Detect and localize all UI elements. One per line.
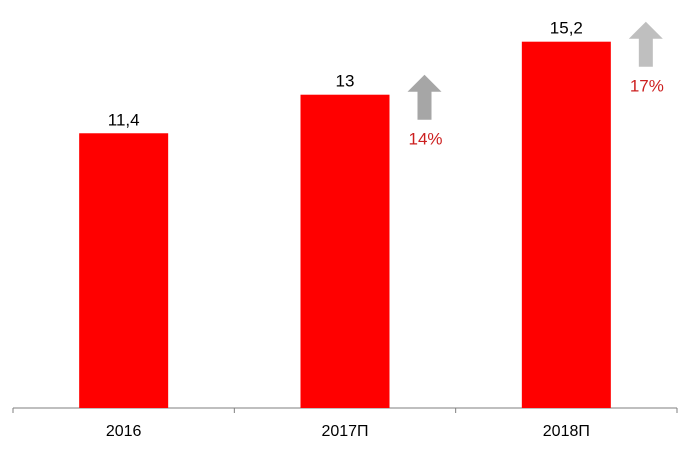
bars-group [79, 41, 611, 409]
category-labels-group: 2016 2017П 2018П [106, 423, 590, 440]
bar-2016 [79, 133, 169, 408]
category-label-2017П: 2017П [321, 423, 368, 440]
growth-arrow-up-icon [628, 21, 663, 67]
x-axis-ticks [12, 408, 678, 413]
growth-indicators-group: 14% 17% [407, 21, 664, 149]
category-label-2016: 2016 [106, 423, 142, 440]
category-label-2018П: 2018П [543, 423, 590, 440]
value-label-2017П: 13 [336, 72, 355, 91]
growth-arrow-up-icon [407, 74, 442, 120]
growth-label-2018П: 17% [630, 77, 664, 96]
bar-2017П [300, 94, 390, 409]
value-labels-group: 11,4 13 15,2 [108, 19, 583, 130]
value-label-2016: 11,4 [108, 110, 140, 129]
value-label-2018П: 15,2 [550, 19, 583, 38]
bar-2018П [521, 41, 611, 408]
growth-label-2017П: 14% [408, 130, 442, 149]
